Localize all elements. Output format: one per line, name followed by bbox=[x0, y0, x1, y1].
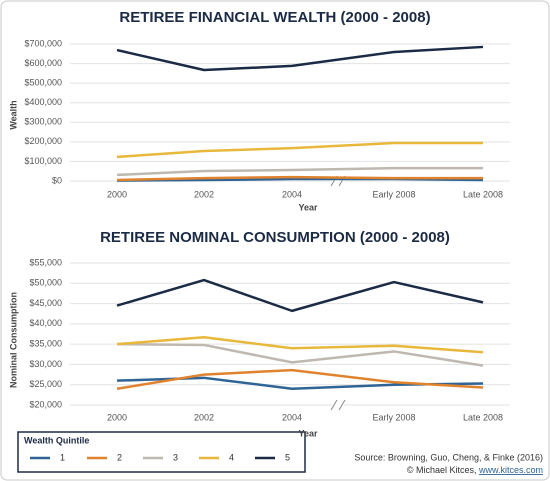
series-line bbox=[116, 335, 484, 354]
x-axis-title: Year bbox=[298, 428, 318, 438]
series-line bbox=[116, 177, 484, 182]
axis-break bbox=[332, 399, 344, 411]
y-tick-label: $45,000 bbox=[29, 298, 62, 308]
x-tick-label: 2004 bbox=[282, 189, 302, 199]
series-line bbox=[116, 368, 484, 391]
y-tick-label: $600,000 bbox=[24, 58, 62, 68]
credit: © Michael Kitces, www.kitces.com bbox=[407, 465, 543, 475]
legend-label: 4 bbox=[229, 452, 234, 462]
x-tick-label: 2002 bbox=[194, 412, 214, 422]
y-tick-label: $200,000 bbox=[24, 136, 62, 146]
y-tick-label: $35,000 bbox=[29, 339, 62, 349]
legend-label: 1 bbox=[60, 452, 65, 462]
legend-label: 5 bbox=[285, 452, 290, 462]
y-tick-label: $0 bbox=[52, 175, 62, 185]
legend-label: 2 bbox=[117, 452, 122, 462]
x-tick-label: Early 2008 bbox=[372, 412, 415, 422]
legend-label: 3 bbox=[173, 452, 178, 462]
series-line bbox=[116, 342, 484, 367]
chart-title: RETIREE NOMINAL CONSUMPTION (2000 - 2008… bbox=[100, 229, 450, 246]
y-tick-label: $25,000 bbox=[29, 379, 62, 389]
y-tick-label: $700,000 bbox=[24, 38, 62, 48]
chart-title: RETIREE FINANCIAL WEALTH (2000 - 2008) bbox=[119, 9, 430, 26]
x-axis-title: Year bbox=[298, 202, 318, 212]
x-tick-label: Early 2008 bbox=[372, 189, 415, 199]
y-tick-label: $40,000 bbox=[29, 318, 62, 328]
x-tick-label: 2004 bbox=[282, 412, 302, 422]
y-tick-label: $100,000 bbox=[24, 156, 62, 166]
x-tick-label: Late 2008 bbox=[463, 412, 503, 422]
y-tick-label: $400,000 bbox=[24, 97, 62, 107]
x-tick-label: 2000 bbox=[107, 412, 127, 422]
series-line bbox=[116, 141, 483, 159]
source: Source: Browning, Guo, Cheng, & Finke (2… bbox=[354, 452, 543, 462]
y-tick-label: $300,000 bbox=[24, 117, 62, 127]
axis-break bbox=[338, 399, 346, 411]
y-tick-label: $500,000 bbox=[24, 78, 62, 88]
credit-text: © Michael Kitces, bbox=[407, 465, 479, 475]
y-tick-label: $55,000 bbox=[29, 257, 62, 267]
legend-title: Wealth Quintile bbox=[24, 435, 89, 445]
x-tick-label: Late 2008 bbox=[463, 189, 503, 199]
legend-box bbox=[17, 431, 306, 473]
y-axis-title: Nominal Consumption bbox=[8, 292, 18, 388]
x-tick-label: 2000 bbox=[107, 189, 127, 199]
y-axis-title: Wealth bbox=[8, 100, 18, 129]
series-line bbox=[116, 175, 483, 182]
y-tick-label: $20,000 bbox=[29, 399, 62, 409]
series-line bbox=[116, 278, 484, 313]
axis-break bbox=[330, 399, 338, 411]
series-line bbox=[116, 166, 483, 177]
y-tick-label: $30,000 bbox=[29, 359, 62, 369]
credit-link[interactable]: www.kitces.com bbox=[478, 465, 543, 475]
x-tick-label: 2002 bbox=[194, 189, 214, 199]
y-tick-label: $50,000 bbox=[29, 278, 62, 288]
series-line bbox=[116, 45, 484, 72]
